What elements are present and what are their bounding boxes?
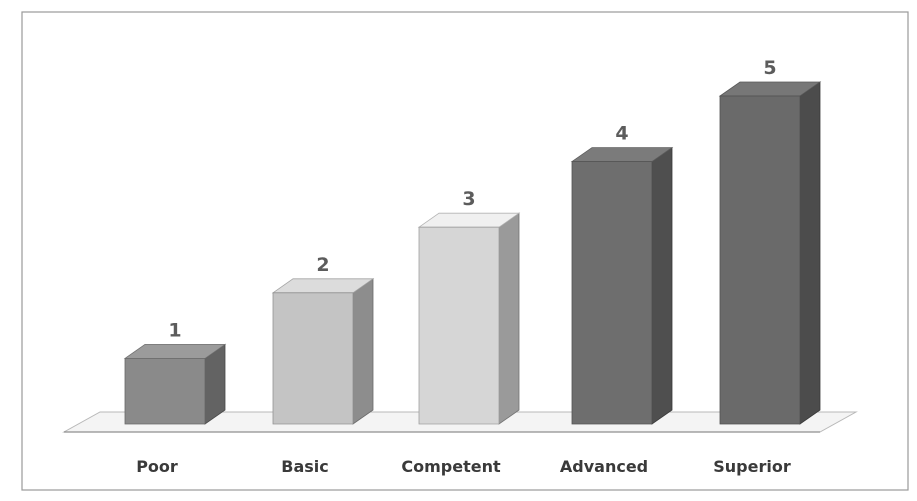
- chart-border: [21, 11, 909, 491]
- bar-front: [418, 226, 500, 425]
- bar-front: [719, 95, 801, 425]
- bar-front: [571, 161, 653, 425]
- bar-poor: [123, 343, 227, 425]
- data-label-poor: 1: [168, 319, 181, 341]
- category-label-basic: Basic: [281, 457, 328, 476]
- bar-basic: [271, 278, 375, 425]
- category-label-advanced: Advanced: [560, 457, 648, 476]
- bars-group: [123, 81, 822, 425]
- category-label-poor: Poor: [136, 457, 178, 476]
- bar-competent: [417, 212, 521, 425]
- bar-front: [272, 292, 354, 425]
- data-label-advanced: 4: [615, 123, 628, 145]
- bar-side: [651, 146, 673, 425]
- category-label-competent: Competent: [401, 457, 501, 476]
- bar-advanced: [570, 146, 674, 425]
- bar-side: [498, 212, 520, 425]
- data-label-basic: 2: [316, 254, 329, 276]
- category-label-superior: Superior: [713, 457, 791, 476]
- data-labels-group: 1 2 3 4 5: [168, 57, 776, 341]
- data-label-competent: 3: [462, 188, 475, 210]
- bar-superior: [718, 81, 822, 425]
- bar-front: [124, 357, 206, 425]
- data-label-superior: 5: [763, 57, 776, 79]
- category-labels-group: Poor Basic Competent Advanced Superior: [136, 457, 791, 476]
- bar-side: [352, 278, 374, 425]
- bar-side: [799, 81, 821, 425]
